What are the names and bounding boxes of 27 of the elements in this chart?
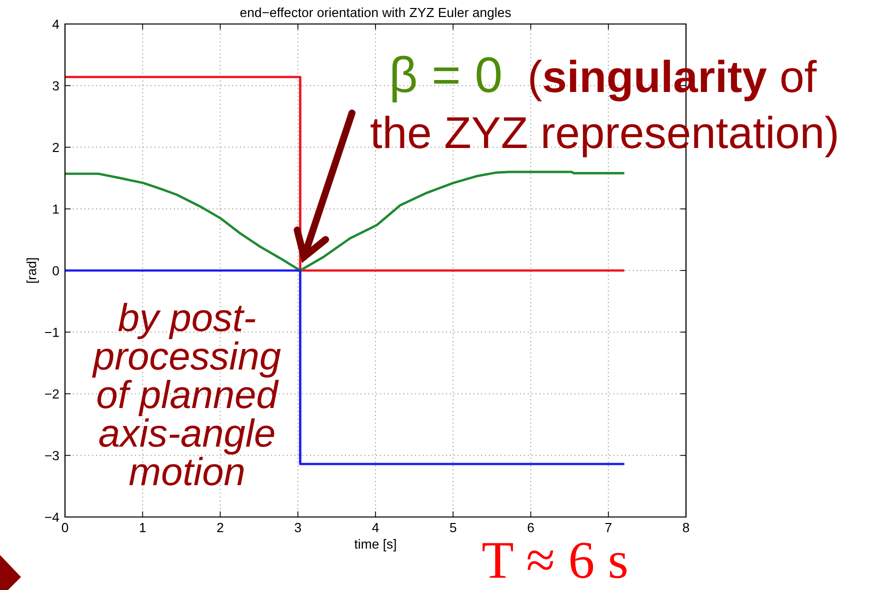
y-axis-title: [rad] — [26, 258, 39, 283]
text: T ≈ 6 s — [482, 542, 626, 578]
x-tick-label: 8 — [682, 522, 690, 532]
y-tick-label: 1 — [53, 204, 59, 214]
x-tick-label: 4 — [372, 523, 379, 532]
annotation: by post- processing of planned axis-angle motion — [92, 302, 281, 486]
x-axis-title: time [s] — [354, 539, 396, 552]
y-tick-label: 0 — [52, 266, 59, 276]
x-tick-label: 2 — [217, 522, 224, 532]
x-tick-label: 7 — [605, 523, 612, 532]
x-tick-label: 0 — [62, 522, 68, 532]
text: of — [781, 60, 817, 92]
x-tick-label: 3 — [294, 522, 301, 532]
y-tick-label: −4 — [45, 512, 60, 522]
y-tick-label: 2 — [52, 142, 59, 152]
line-series — [65, 170, 624, 272]
y-tick-label: −3 — [45, 450, 59, 460]
annotation: β = 0 — [392, 56, 501, 102]
y-tick-label: 3 — [52, 81, 59, 91]
annotation: ( — [530, 60, 542, 102]
y-tick-label: −1 — [45, 328, 59, 337]
x-tick-label: 5 — [450, 523, 456, 532]
x-tick-label: 6 — [528, 522, 534, 532]
y-tick-label: 4 — [52, 20, 60, 29]
chart-title: end−effector orientation with ZYZ Euler angles — [240, 7, 511, 20]
x-tick-label: 1 — [140, 523, 146, 532]
y-tick-label: −2 — [45, 389, 59, 399]
